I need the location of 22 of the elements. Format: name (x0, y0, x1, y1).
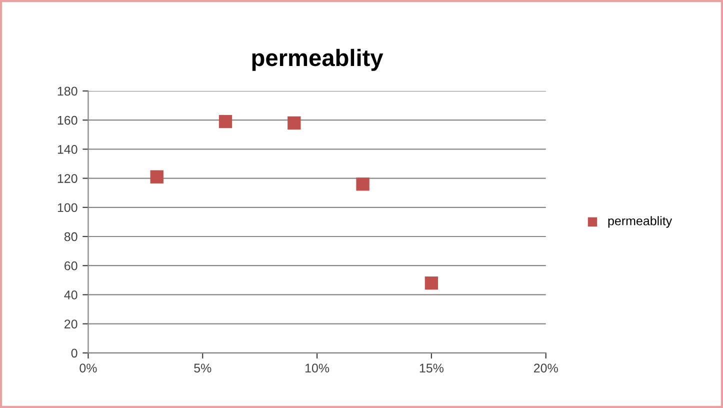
point (150, 170, 164, 184)
y-tick-label: 20 (64, 320, 78, 328)
y-tick-label: 160 (58, 116, 78, 125)
x-tick-label: 10% (305, 364, 330, 373)
y-tick-label: 40 (64, 290, 78, 300)
point (356, 178, 370, 191)
x-tick-label: 20% (534, 364, 558, 373)
y-tick-label: 180 (58, 86, 78, 96)
y-tick-label: 80 (64, 232, 78, 242)
y-tick-label: 60 (64, 261, 78, 270)
y-tick-label: 120 (58, 174, 78, 183)
legend-label: permeablity (608, 216, 672, 228)
point (424, 276, 438, 290)
x-tick-label: 15% (420, 364, 444, 373)
y-tick-label: 0 (71, 348, 78, 358)
point (288, 116, 301, 130)
y-tick-label: 100 (58, 203, 78, 212)
point (218, 114, 232, 128)
x-tick-label: 0% (80, 364, 97, 373)
x-tick-label: 5% (194, 364, 212, 373)
y-tick-label: 140 (58, 144, 78, 154)
chart-title: permeablity (252, 48, 384, 71)
